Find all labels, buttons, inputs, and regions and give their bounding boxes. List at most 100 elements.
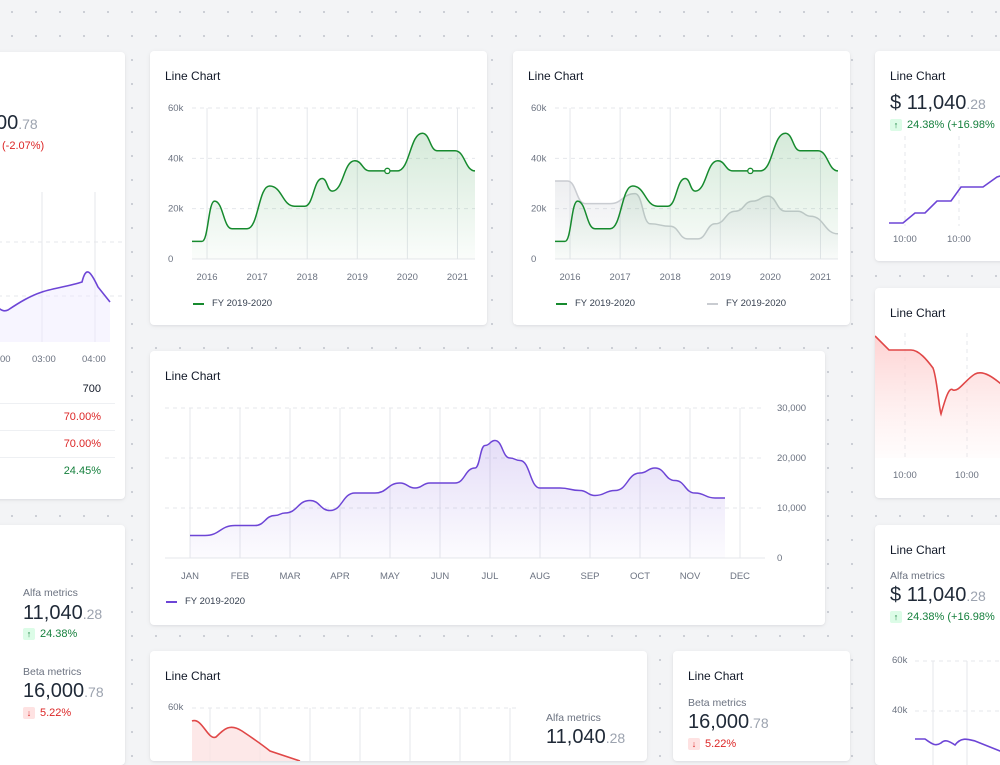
left-beta-value: 16,000.78 [23, 680, 104, 702]
chart-b-x-tick: 2018 [660, 272, 681, 283]
line-chart-card-main: Line Chart 0 10,000 20,000 30,000 JAN FEB MAR A… [150, 351, 825, 625]
chart-main-title: Line Chart [165, 369, 221, 383]
chart-a-legend-label: FY 2019-2020 [212, 298, 273, 309]
right-mid-line [875, 335, 1000, 417]
chart-main-x-tick: AUG [530, 571, 551, 582]
chart-a-y-tick: 60k [168, 103, 184, 114]
chart-bottom-side-label: Alfa metrics [546, 712, 601, 724]
left-row-3: 24.45% [0, 457, 115, 485]
right-top-time-0: 10:00 [893, 234, 917, 245]
arrow-up-icon: ↑ [890, 611, 902, 623]
chart-b-series-line [555, 132, 839, 243]
chart-b-legend-label-2: FY 2019-2020 [726, 298, 787, 309]
chart-b-y-tick: 40k [531, 153, 547, 164]
beta-card-delta: ↓ 5.22% [688, 738, 736, 750]
arrow-down-icon: ↓ [688, 738, 700, 750]
chart-a-x-tick: 2019 [347, 272, 368, 283]
chart-a-y-tick: 40k [168, 153, 184, 164]
chart-a-x-tick: 2017 [247, 272, 268, 283]
left-summary-card: 00.78 (-2.07%) 00 03:00 04:00 700 70.00%… [0, 52, 125, 499]
left-row-1: 70.00% [0, 403, 115, 431]
left-metrics-card: Alfa metrics 11,040.28 ↑ 24.38% Beta metr… [0, 525, 125, 765]
chart-a-y-tick: 0 [168, 254, 173, 265]
chart-b-y-tick: 0 [531, 254, 536, 265]
right-mid-chart: 10:00 10:00 [875, 333, 1000, 481]
beta-metrics-card: Line Chart Beta metrics 16,000.78 ↓ 5.22% [673, 651, 850, 761]
legend-swatch [166, 600, 177, 603]
right-bottom-value: $ 11,040.28 [890, 584, 986, 606]
left-row-2: 70.00% [0, 430, 115, 458]
right-bottom-label: Alfa metrics [890, 570, 945, 582]
right-bottom-delta: ↑ 24.38% (+16.98% [890, 611, 995, 623]
right-mid-time-1: 10:00 [955, 470, 979, 481]
right-top-title: Line Chart [890, 69, 946, 83]
right-top-line [889, 175, 1000, 224]
left-alfa-label: Alfa metrics [23, 587, 78, 599]
chart-main-x-tick: JAN [181, 571, 199, 582]
right-bottom-y-tick-1: 40k [892, 705, 908, 716]
right-mid-title: Line Chart [890, 306, 946, 320]
chart-b-area [555, 133, 838, 259]
chart-a-x-tick: 2018 [297, 272, 318, 283]
chart-b-legend-label-1: FY 2019-2020 [575, 298, 636, 309]
left-alfa-value: 11,040.28 [23, 602, 103, 624]
left-beta-label: Beta metrics [23, 666, 82, 678]
chart-b-y-tick: 20k [531, 204, 547, 215]
chart-a-x-tick: 2016 [196, 272, 217, 283]
chart-b-legend-2: FY 2019-2020 [707, 298, 786, 309]
chart-a-plot: 0 20k 40k 60k 2016 2017 2018 2019 2020 2021 [168, 103, 476, 283]
left-summary-value: 00.78 [0, 112, 38, 135]
chart-main-y-tick: 0 [777, 553, 782, 564]
right-bottom-y-tick-0: 60k [892, 655, 908, 666]
chart-main-x-tick: FEB [231, 571, 249, 582]
chart-b-title: Line Chart [528, 69, 584, 83]
left-row-0: 700 [82, 383, 101, 395]
chart-a-x-tick: 2021 [447, 272, 468, 283]
chart-a-series-line [192, 132, 476, 243]
chart-a-legend: FY 2019-2020 [193, 298, 272, 309]
left-time-1: 03:00 [32, 354, 56, 365]
arrow-up-icon: ↑ [23, 628, 35, 640]
left-alfa-delta: ↑ 24.38% [23, 628, 77, 640]
line-chart-card-bottom: Line Chart 60k Alfa metrics 11,040.28 [150, 651, 647, 761]
chart-a-x-tick: 2020 [397, 272, 418, 283]
chart-bottom-line [191, 719, 301, 761]
chart-main-x-tick: NOV [680, 571, 701, 582]
chart-main-area [190, 440, 725, 558]
chart-b-y-tick: 60k [531, 103, 547, 114]
left-summary-value-int: 00 [0, 112, 19, 134]
chart-main-plot: 0 10,000 20,000 30,000 JAN FEB MAR APR MAY JUN JUL… [165, 403, 806, 582]
left-beta-delta: ↓ 5.22% [23, 707, 71, 719]
chart-main-y-tick: 10,000 [777, 503, 806, 514]
chart-b-x-tick: 2016 [559, 272, 580, 283]
right-top-chart: 10:00 10:00 [889, 136, 1000, 245]
line-chart-card-a: Line Chart 0 20k 40k 60k 2016 2017 2018 2019 202… [150, 51, 487, 325]
chart-main-legend: FY 2019-2020 [166, 596, 245, 607]
chart-bottom-side-value: 11,040.28 [546, 726, 626, 748]
right-bottom-card: Line Chart Alfa metrics $ 11,040.28 ↑ 24.… [875, 525, 1000, 765]
right-top-card: Line Chart $ 11,040.28 ↑ 24.38% (+16.98% … [875, 51, 1000, 261]
chart-main-x-tick: JUN [431, 571, 450, 582]
right-mid-area [875, 336, 1000, 458]
right-bottom-chart: 60k 40k [892, 655, 1000, 765]
chart-main-x-tick: MAR [279, 571, 300, 582]
chart-main-x-tick: MAY [380, 571, 401, 582]
right-bottom-line [915, 738, 1000, 752]
left-summary-area [0, 272, 110, 342]
chart-a-title: Line Chart [165, 69, 221, 83]
right-top-delta: ↑ 24.38% (+16.98% [890, 119, 995, 131]
chart-a-point-marker [384, 167, 391, 175]
left-summary-change: (-2.07%) [2, 140, 45, 152]
chart-main-x-tick: DEC [730, 571, 750, 582]
chart-a-y-tick: 20k [168, 204, 184, 215]
line-chart-card-b: Line Chart 0 20k 40k 60k 2016 2017 2018 2019 202… [513, 51, 850, 325]
chart-b-x-tick: 2017 [610, 272, 631, 283]
chart-b-x-tick: 2021 [810, 272, 831, 283]
left-summary-line [0, 271, 111, 312]
beta-card-title: Line Chart [688, 669, 744, 683]
beta-card-label: Beta metrics [688, 697, 747, 709]
chart-b-x-tick: 2019 [710, 272, 731, 283]
arrow-up-icon: ↑ [890, 119, 902, 131]
left-summary-value-dec: .78 [18, 116, 38, 132]
left-time-2: 04:00 [82, 354, 106, 365]
